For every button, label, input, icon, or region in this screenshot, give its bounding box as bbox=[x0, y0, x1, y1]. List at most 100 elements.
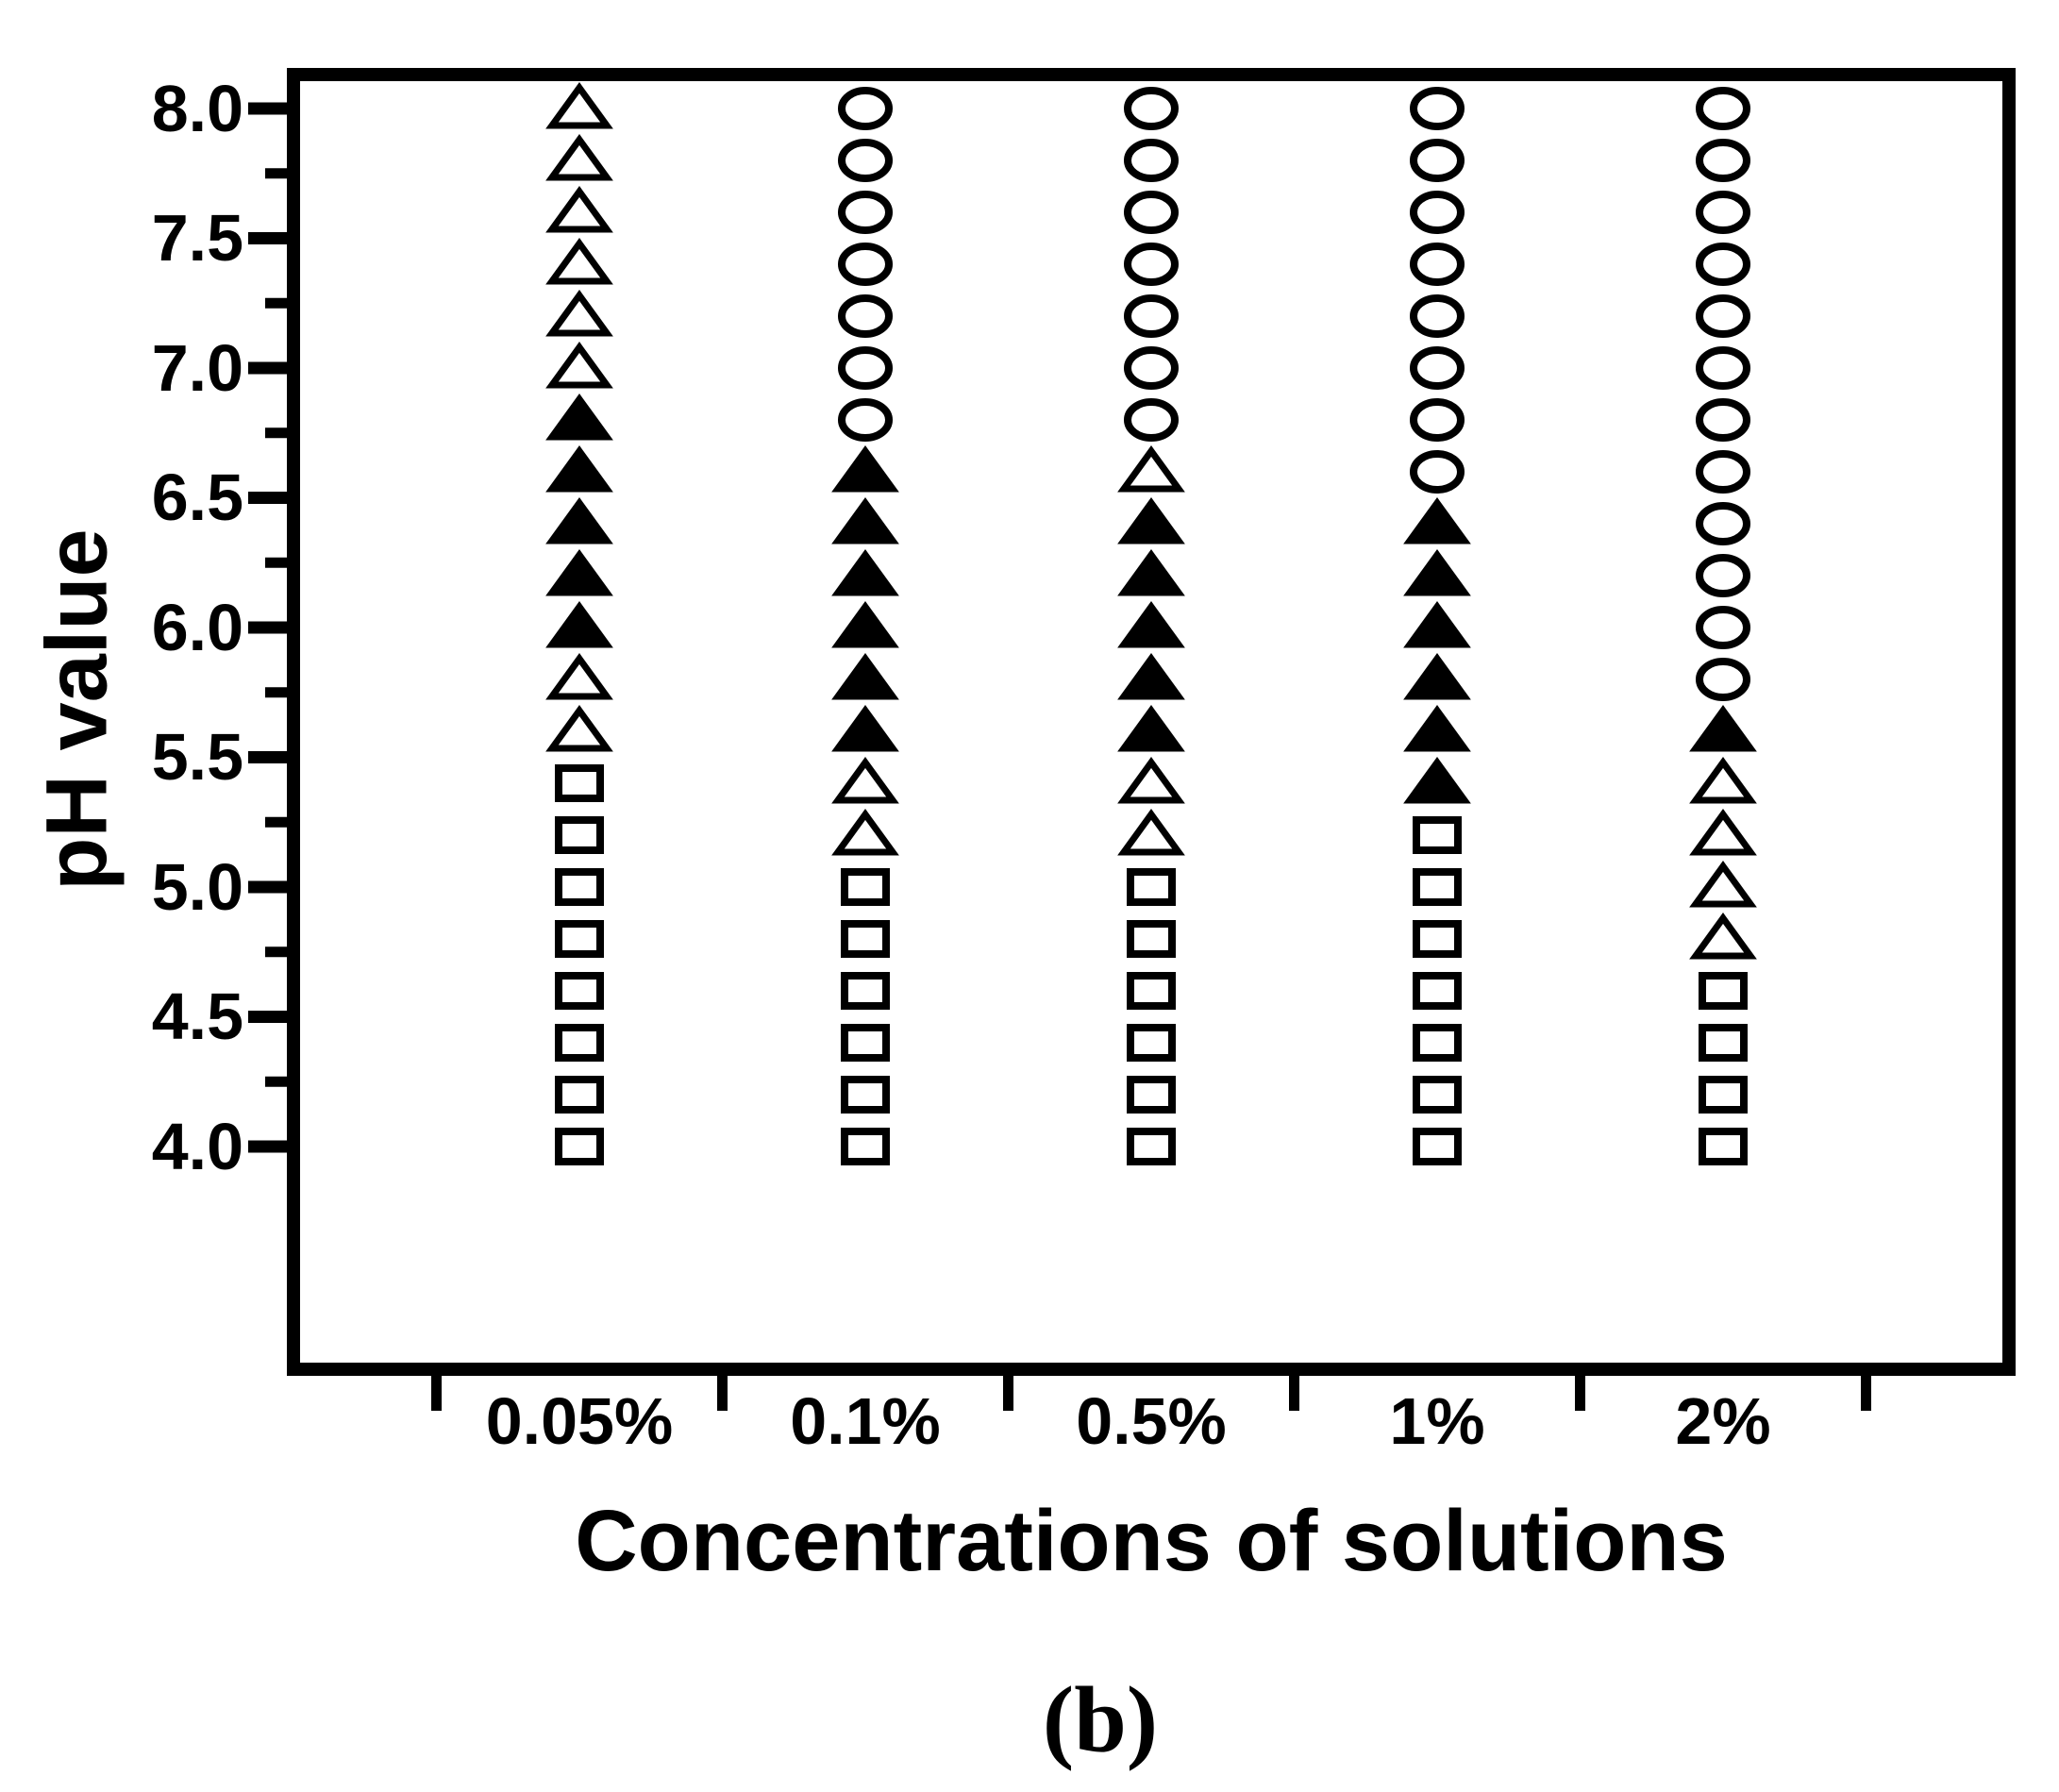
marker-open-circle bbox=[838, 398, 893, 442]
marker-open-circle bbox=[838, 243, 893, 286]
marker-open-circle bbox=[1124, 294, 1179, 338]
marker-open-circle bbox=[1696, 243, 1750, 286]
x-tick-label-2pct: 2% bbox=[1675, 1384, 1771, 1458]
marker-open-triangle bbox=[1689, 913, 1757, 960]
marker-open-circle bbox=[1124, 87, 1179, 130]
marker-open-square bbox=[1413, 1128, 1462, 1165]
y-tick-label-7.0: 7.0 bbox=[151, 331, 243, 405]
marker-filled-triangle bbox=[545, 445, 613, 493]
marker-open-square bbox=[1127, 868, 1176, 906]
x-tick-label-0.1pct: 0.1% bbox=[790, 1384, 941, 1458]
marker-open-square bbox=[555, 1024, 604, 1062]
marker-open-circle bbox=[838, 191, 893, 234]
plot-frame bbox=[287, 68, 2016, 1376]
y-tick-label-5.5: 5.5 bbox=[151, 720, 243, 794]
marker-open-triangle bbox=[1117, 809, 1185, 856]
marker-open-square bbox=[1127, 1024, 1176, 1062]
marker-open-square bbox=[841, 1024, 890, 1062]
marker-open-circle bbox=[1696, 606, 1750, 649]
marker-filled-triangle bbox=[545, 601, 613, 648]
marker-open-square bbox=[1127, 1076, 1176, 1114]
marker-filled-triangle bbox=[1403, 497, 1471, 544]
marker-open-square bbox=[555, 972, 604, 1010]
marker-open-square bbox=[555, 1128, 604, 1165]
marker-open-square bbox=[1699, 1128, 1748, 1165]
y-tick-label-6.0: 6.0 bbox=[151, 591, 243, 664]
marker-open-circle bbox=[1696, 294, 1750, 338]
marker-filled-triangle bbox=[831, 653, 899, 700]
marker-open-circle bbox=[1124, 346, 1179, 390]
marker-filled-triangle bbox=[831, 445, 899, 493]
marker-open-circle bbox=[838, 294, 893, 338]
marker-open-circle bbox=[1696, 398, 1750, 442]
marker-open-square bbox=[841, 972, 890, 1010]
marker-open-circle bbox=[1410, 191, 1465, 234]
marker-open-square bbox=[1127, 972, 1176, 1010]
x-axis-title: Concentrations of solutions bbox=[575, 1493, 1728, 1589]
y-axis-title: pH value bbox=[28, 528, 126, 891]
marker-filled-triangle bbox=[831, 549, 899, 596]
marker-filled-triangle bbox=[1403, 757, 1471, 804]
marker-open-circle bbox=[1410, 450, 1465, 494]
marker-open-triangle bbox=[1689, 861, 1757, 908]
x-tick-label-1pct: 1% bbox=[1389, 1384, 1485, 1458]
marker-filled-triangle bbox=[1403, 653, 1471, 700]
marker-open-triangle bbox=[831, 809, 899, 856]
marker-filled-triangle bbox=[1689, 705, 1757, 752]
marker-filled-triangle bbox=[1117, 549, 1185, 596]
marker-open-square bbox=[1413, 972, 1462, 1010]
marker-open-triangle bbox=[545, 238, 613, 285]
marker-open-circle bbox=[838, 346, 893, 390]
marker-open-circle bbox=[1124, 243, 1179, 286]
marker-open-triangle bbox=[831, 757, 899, 804]
marker-filled-triangle bbox=[831, 497, 899, 544]
marker-open-circle bbox=[1696, 658, 1750, 701]
marker-open-square bbox=[1413, 816, 1462, 854]
marker-open-circle bbox=[1696, 450, 1750, 494]
marker-open-circle bbox=[1410, 243, 1465, 286]
marker-open-circle bbox=[1696, 554, 1750, 597]
marker-open-circle bbox=[838, 87, 893, 130]
y-tick-label-8.0: 8.0 bbox=[151, 72, 243, 145]
marker-filled-triangle bbox=[1403, 549, 1471, 596]
marker-open-triangle bbox=[545, 342, 613, 389]
marker-open-square bbox=[1413, 1076, 1462, 1114]
y-tick-label-6.5: 6.5 bbox=[151, 461, 243, 534]
marker-open-circle bbox=[1696, 346, 1750, 390]
marker-filled-triangle bbox=[831, 601, 899, 648]
marker-filled-triangle bbox=[1403, 705, 1471, 752]
y-tick-label-4.5: 4.5 bbox=[151, 980, 243, 1053]
y-tick-label-5.0: 5.0 bbox=[151, 850, 243, 924]
marker-open-triangle bbox=[1117, 757, 1185, 804]
marker-filled-triangle bbox=[545, 549, 613, 596]
marker-open-circle bbox=[1696, 191, 1750, 234]
marker-open-square bbox=[1699, 1024, 1748, 1062]
marker-open-square bbox=[555, 764, 604, 802]
marker-open-triangle bbox=[545, 134, 613, 181]
marker-open-square bbox=[555, 816, 604, 854]
figure-caption: (b) bbox=[1042, 1666, 1159, 1772]
marker-open-circle bbox=[1696, 502, 1750, 545]
marker-open-square bbox=[1699, 972, 1748, 1010]
y-tick-label-7.5: 7.5 bbox=[151, 201, 243, 275]
marker-open-circle bbox=[1410, 139, 1465, 182]
marker-open-square bbox=[841, 920, 890, 958]
marker-filled-triangle bbox=[1117, 653, 1185, 700]
marker-open-square bbox=[1413, 868, 1462, 906]
y-tick-label-4.0: 4.0 bbox=[151, 1110, 243, 1183]
marker-open-circle bbox=[1410, 87, 1465, 130]
x-tick-label-0.05pct: 0.05% bbox=[485, 1384, 674, 1458]
marker-open-triangle bbox=[545, 82, 613, 129]
marker-open-square bbox=[1413, 920, 1462, 958]
marker-open-circle bbox=[1124, 139, 1179, 182]
marker-open-triangle bbox=[1689, 757, 1757, 804]
marker-open-circle bbox=[1124, 191, 1179, 234]
marker-open-circle bbox=[1410, 398, 1465, 442]
marker-open-triangle bbox=[545, 705, 613, 752]
marker-filled-triangle bbox=[831, 705, 899, 752]
marker-open-square bbox=[841, 1128, 890, 1165]
marker-open-square bbox=[841, 1076, 890, 1114]
marker-filled-triangle bbox=[1117, 601, 1185, 648]
